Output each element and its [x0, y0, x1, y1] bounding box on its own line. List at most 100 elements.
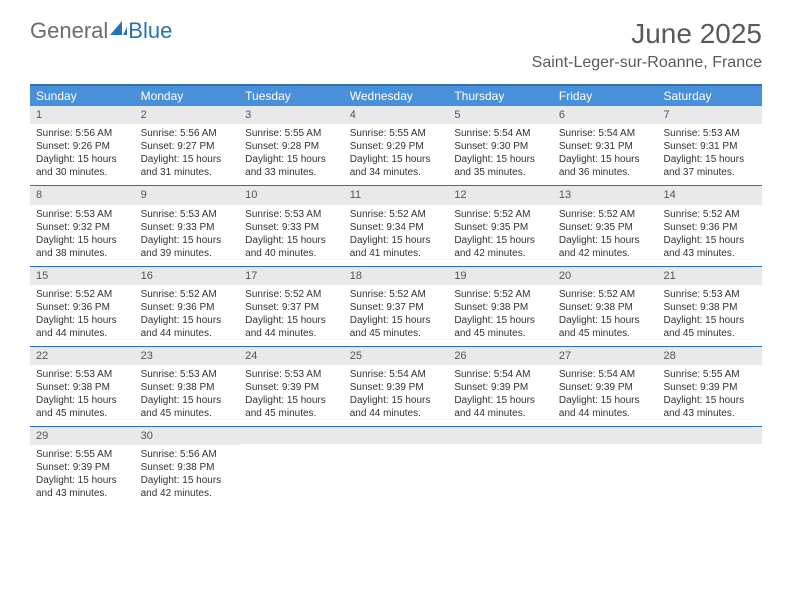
daylight-line: Daylight: 15 hours and 44 minutes. [454, 394, 547, 420]
daylight-line: Daylight: 15 hours and 37 minutes. [663, 153, 756, 179]
day-body: Sunrise: 5:52 AMSunset: 9:36 PMDaylight:… [135, 285, 240, 346]
sunset-line: Sunset: 9:39 PM [245, 381, 338, 394]
day-cell: 23 Sunrise: 5:53 AMSunset: 9:38 PMDayligh… [135, 347, 240, 426]
daylight-line: Daylight: 15 hours and 44 minutes. [36, 314, 129, 340]
daylight-line: Daylight: 15 hours and 43 minutes. [36, 474, 129, 500]
day-body [553, 444, 658, 502]
day-body: Sunrise: 5:56 AMSunset: 9:26 PMDaylight:… [30, 124, 135, 185]
day-number-row: 12 [448, 186, 553, 204]
day-body: Sunrise: 5:52 AMSunset: 9:37 PMDaylight:… [344, 285, 449, 346]
day-number-row: 10 [239, 186, 344, 204]
day-number: 5 [454, 109, 460, 121]
day-number-row: 27 [553, 347, 658, 365]
sunset-line: Sunset: 9:38 PM [454, 301, 547, 314]
sunset-line: Sunset: 9:37 PM [350, 301, 443, 314]
day-number: 23 [141, 350, 153, 362]
day-number: 25 [350, 350, 362, 362]
day-number-row: 14 [657, 186, 762, 204]
weekday-header: Tuesday [239, 86, 344, 106]
day-number: 14 [663, 189, 675, 201]
sunset-line: Sunset: 9:32 PM [36, 221, 129, 234]
daylight-line: Daylight: 15 hours and 42 minutes. [454, 234, 547, 260]
daylight-line: Daylight: 15 hours and 44 minutes. [350, 394, 443, 420]
sunset-line: Sunset: 9:27 PM [141, 140, 234, 153]
day-number: 26 [454, 350, 466, 362]
day-number-row [553, 427, 658, 444]
day-body: Sunrise: 5:55 AMSunset: 9:29 PMDaylight:… [344, 124, 449, 185]
title-block: June 2025 Saint-Leger-sur-Roanne, France [532, 18, 762, 72]
daylight-line: Daylight: 15 hours and 45 minutes. [454, 314, 547, 340]
sunrise-line: Sunrise: 5:54 AM [559, 368, 652, 381]
sunrise-line: Sunrise: 5:53 AM [36, 368, 129, 381]
day-number-row: 1 [30, 106, 135, 124]
day-body [344, 444, 449, 502]
sunset-line: Sunset: 9:36 PM [36, 301, 129, 314]
day-number-row: 9 [135, 186, 240, 204]
day-body: Sunrise: 5:53 AMSunset: 9:33 PMDaylight:… [239, 205, 344, 266]
day-number: 6 [559, 109, 565, 121]
sunset-line: Sunset: 9:30 PM [454, 140, 547, 153]
sunset-line: Sunset: 9:34 PM [350, 221, 443, 234]
empty-day-cell [239, 427, 344, 506]
day-number-row [344, 427, 449, 444]
day-cell: 9Sunrise: 5:53 AMSunset: 9:33 PMDaylight… [135, 186, 240, 265]
day-number: 17 [245, 270, 257, 282]
day-body: Sunrise: 5:53 AMSunset: 9:32 PMDaylight:… [30, 205, 135, 266]
sunset-line: Sunset: 9:29 PM [350, 140, 443, 153]
sunset-line: Sunset: 9:37 PM [245, 301, 338, 314]
day-body: Sunrise: 5:53 AMSunset: 9:38 PMDaylight:… [135, 365, 240, 426]
day-cell: 25Sunrise: 5:54 AMSunset: 9:39 PMDayligh… [344, 347, 449, 426]
empty-day-cell [344, 427, 449, 506]
sunset-line: Sunset: 9:31 PM [663, 140, 756, 153]
day-number-row: 29 [30, 427, 135, 445]
sunset-line: Sunset: 9:33 PM [141, 221, 234, 234]
logo-text-1: General [30, 18, 108, 44]
daylight-line: Daylight: 15 hours and 42 minutes. [559, 234, 652, 260]
day-number-row: 22 [30, 347, 135, 365]
day-number-row: 23 [135, 347, 240, 365]
sunset-line: Sunset: 9:38 PM [141, 381, 234, 394]
daylight-line: Daylight: 15 hours and 41 minutes. [350, 234, 443, 260]
day-cell: 12Sunrise: 5:52 AMSunset: 9:35 PMDayligh… [448, 186, 553, 265]
day-body [657, 444, 762, 502]
sunrise-line: Sunrise: 5:55 AM [36, 448, 129, 461]
day-cell: 4Sunrise: 5:55 AMSunset: 9:29 PMDaylight… [344, 106, 449, 185]
day-cell: 15Sunrise: 5:52 AMSunset: 9:36 PMDayligh… [30, 267, 135, 346]
day-cell: 21 Sunrise: 5:53 AMSunset: 9:38 PMDayligh… [657, 267, 762, 346]
empty-day-cell [448, 427, 553, 506]
daylight-line: Daylight: 15 hours and 45 minutes. [559, 314, 652, 340]
day-cell: 14Sunrise: 5:52 AMSunset: 9:36 PMDayligh… [657, 186, 762, 265]
day-body: Sunrise: 5:55 AMSunset: 9:39 PMDaylight:… [657, 365, 762, 426]
day-cell: 3Sunrise: 5:55 AMSunset: 9:28 PMDaylight… [239, 106, 344, 185]
sunrise-line: Sunrise: 5:55 AM [663, 368, 756, 381]
day-number: 16 [141, 270, 153, 282]
day-number: 11 [350, 189, 361, 201]
day-cell: 5Sunrise: 5:54 AMSunset: 9:30 PMDaylight… [448, 106, 553, 185]
sunrise-line: Sunrise: 5:53 AM [245, 208, 338, 221]
day-number: 21 [663, 270, 675, 282]
daylight-line: Daylight: 15 hours and 44 minutes. [245, 314, 338, 340]
day-number: 24 [245, 350, 257, 362]
day-body: Sunrise: 5:53 AMSunset: 9:38 PMDaylight:… [657, 285, 762, 346]
day-number-row: 18 [344, 267, 449, 285]
daylight-line: Daylight: 15 hours and 34 minutes. [350, 153, 443, 179]
day-body: Sunrise: 5:52 AMSunset: 9:34 PMDaylight:… [344, 205, 449, 266]
page-title: June 2025 [532, 18, 762, 50]
day-number: 19 [454, 270, 466, 282]
day-number: 1 [36, 109, 42, 121]
daylight-line: Daylight: 15 hours and 42 minutes. [141, 474, 234, 500]
sunset-line: Sunset: 9:38 PM [663, 301, 756, 314]
day-number: 20 [559, 270, 571, 282]
weekday-header: Monday [135, 86, 240, 106]
sunrise-line: Sunrise: 5:52 AM [36, 288, 129, 301]
day-number-row: 19 [448, 267, 553, 285]
day-body: Sunrise: 5:54 AMSunset: 9:39 PMDaylight:… [448, 365, 553, 426]
weekday-header: Thursday [448, 86, 553, 106]
week-row: 22Sunrise: 5:53 AMSunset: 9:38 PMDayligh… [30, 347, 762, 427]
day-cell: 20Sunrise: 5:52 AMSunset: 9:38 PMDayligh… [553, 267, 658, 346]
sunrise-line: Sunrise: 5:52 AM [454, 208, 547, 221]
sunset-line: Sunset: 9:39 PM [559, 381, 652, 394]
daylight-line: Daylight: 15 hours and 39 minutes. [141, 234, 234, 260]
sunrise-line: Sunrise: 5:53 AM [245, 368, 338, 381]
day-number: 30 [141, 430, 153, 442]
